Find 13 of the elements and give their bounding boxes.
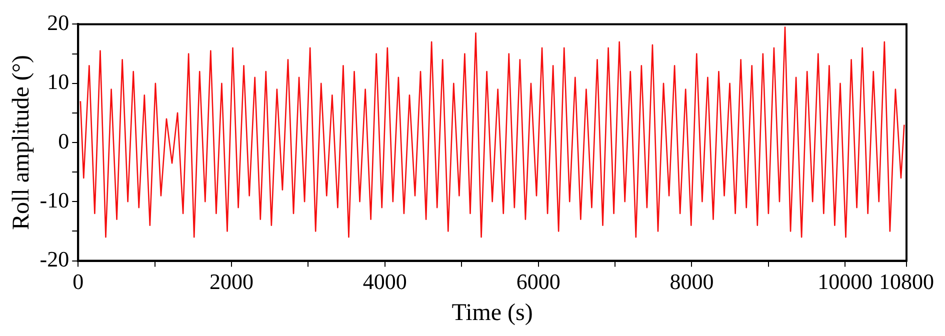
x-tick-label: 10800 [879,268,934,294]
x-tick-label: 2000 [210,268,254,294]
x-axis-title: Time (s) [452,300,533,326]
x-tick-label: 8000 [670,268,714,294]
x-tick-label: 6000 [516,268,560,294]
y-tick-label: -10 [40,187,70,212]
y-tick-label: 10 [47,69,70,94]
y-axis-title: Roll amplitude (°) [8,55,35,230]
x-tick-label: 10000 [818,268,873,294]
x-tick-label: 4000 [362,268,407,294]
y-tick-label: 20 [47,10,70,35]
y-tick-label: -20 [40,246,70,272]
y-tick-label: 0 [58,128,70,154]
